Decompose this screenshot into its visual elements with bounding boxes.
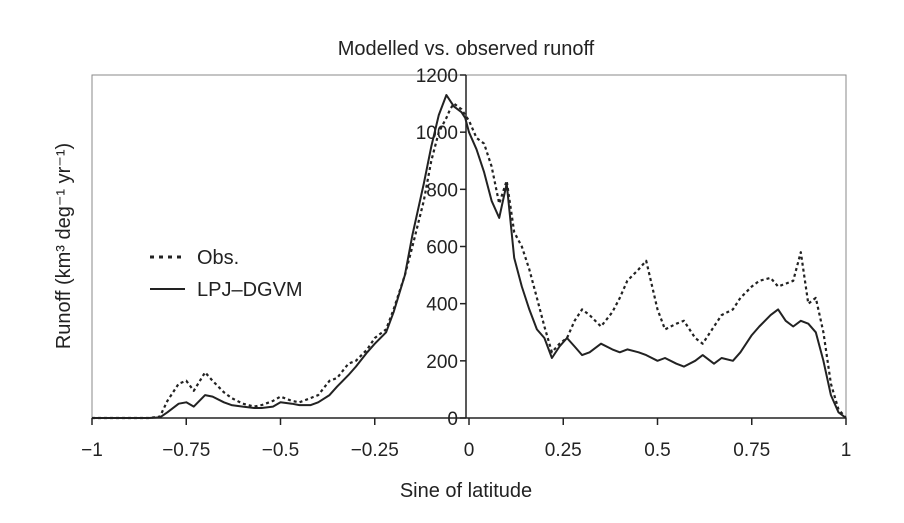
x-tick-label: 0.5 [644, 440, 670, 461]
legend-label-obs: Obs. [197, 247, 239, 269]
x-tick-label: −0.25 [351, 440, 399, 461]
x-tick-label: 0.25 [545, 440, 582, 461]
x-tick-label: −1 [81, 440, 103, 461]
x-tick-label: 0.75 [733, 440, 770, 461]
y-tick-label: 0 [447, 409, 458, 430]
y-tick-label: 600 [426, 238, 458, 259]
chart-title: Modelled vs. observed runoff [338, 38, 595, 60]
y-tick-label: 800 [426, 180, 458, 201]
y-tick-label: 1200 [416, 66, 458, 87]
x-tick-label: −0.5 [262, 440, 300, 461]
x-axis: −1 −0.75 −0.5 −0.25 0 0.25 0.5 0.75 1 [81, 417, 852, 461]
legend-label-lpj: LPJ–DGVM [197, 279, 303, 301]
y-tick-label: 400 [426, 295, 458, 316]
y-tick-label: 1000 [416, 123, 458, 144]
series-line-obs [92, 102, 847, 420]
y-axis: 0 200 400 600 800 1000 1200 [416, 66, 467, 430]
x-tick-label: 1 [841, 440, 852, 461]
legend: Obs. LPJ–DGVM [150, 247, 303, 301]
x-axis-title: Sine of latitude [400, 480, 532, 502]
x-tick-label: 0 [464, 440, 475, 461]
series-layer [92, 94, 847, 420]
y-axis-title: Runoff (km³ deg⁻¹ yr⁻¹) [53, 143, 75, 349]
series-line-lpj-dgvm [92, 94, 847, 419]
y-tick-label: 200 [426, 352, 458, 373]
x-tick-label: −0.75 [162, 440, 210, 461]
